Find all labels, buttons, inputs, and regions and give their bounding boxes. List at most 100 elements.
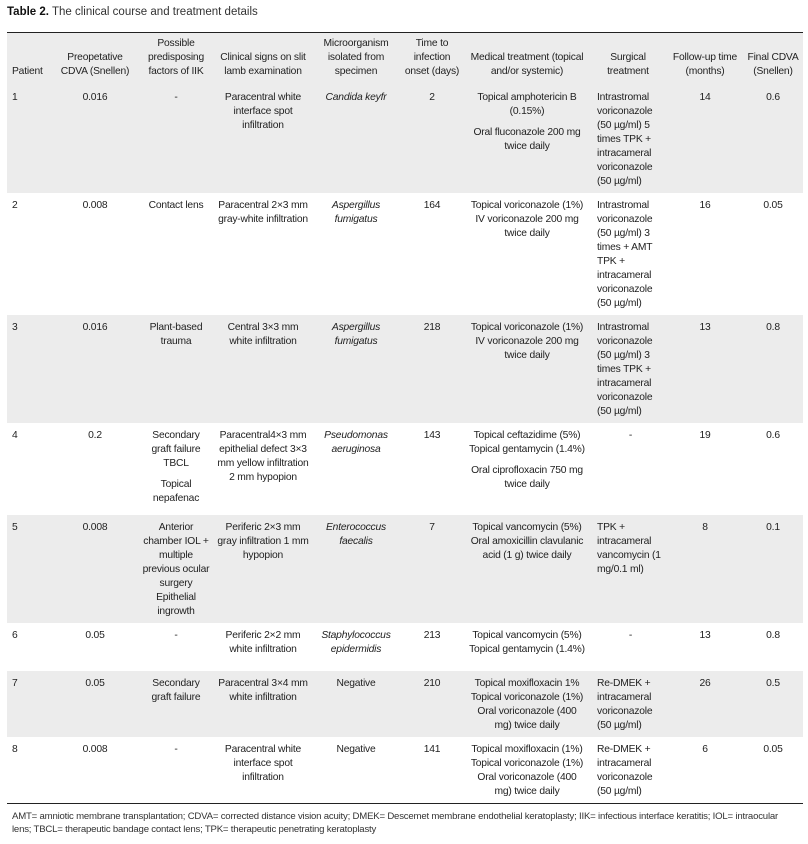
microorganism-cell: Negative (336, 678, 376, 689)
patient-cell: 1 (12, 92, 18, 103)
treatment-paragraph: Topical vancomycin (5%) Topical gentamyc… (469, 630, 585, 655)
table-label: Table 2. (7, 6, 49, 18)
preop-cdva-cell: 0.016 (82, 92, 108, 103)
column-header: Surgical treatment (607, 52, 649, 77)
clinical-signs-cell: Paracentral 3×4 mm white infiltration (218, 678, 308, 703)
clinical-signs-cell: Paracentral 2×3 mm gray-white infiltrati… (218, 200, 308, 225)
predisposing-factors-cell: - (139, 623, 213, 671)
final-cdva-cell: 0.1 (766, 522, 780, 533)
table-caption: Table 2. The clinical course and treatme… (7, 5, 803, 20)
patient-cell: 8 (12, 744, 18, 755)
microorganism-cell: Pseudomonas aeruginosa (324, 430, 388, 455)
factor-paragraph: - (174, 630, 178, 641)
clinical-signs-cell: Periferic 2×3 mm gray infiltration 1 mm … (217, 522, 309, 561)
final-cdva-cell: 0.05 (763, 200, 783, 211)
final-cdva-cell: 0.05 (763, 744, 783, 755)
column-header: Possible predisposing factors of IIK (148, 38, 204, 77)
clinical-course-table: Patient Preopetative CDVA (Snellen) Possib… (7, 32, 803, 804)
onset-days-cell: 218 (423, 322, 441, 333)
treatment-paragraph: Topical voriconazole (1%) IV voriconazol… (470, 200, 584, 239)
treatment-paragraph: Topical amphotericin B (0.15%) (477, 92, 577, 117)
final-cdva-cell: 0.6 (766, 92, 780, 103)
column-header: Clinical signs on slit lamb examination (220, 52, 306, 77)
surgical-treatment-cell: Re-DMEK + intracameral voriconazole (50 … (597, 678, 653, 731)
onset-days-cell: 2 (429, 92, 435, 103)
clinical-signs-cell: Central 3×3 mm white infiltration (227, 322, 299, 347)
patient-cell: 3 (12, 322, 18, 333)
factor-paragraph: Secondary graft failure TBCL (151, 430, 201, 469)
medical-treatment-cell: Topical voriconazole (1%) IV voriconazol… (465, 193, 589, 315)
column-header: Time to infection onset (days) (404, 38, 460, 77)
treatment-paragraph: Oral fluconazole 200 mg twice daily (473, 127, 581, 152)
microorganism-cell: Candida keyfr (325, 92, 387, 103)
followup-cell: 13 (699, 322, 711, 333)
clinical-signs-cell: Paracentral white interface spot infiltr… (224, 92, 302, 131)
followup-cell: 13 (699, 630, 711, 641)
medical-treatment-cell: Topical amphotericin B (0.15%) Oral fluco… (465, 85, 589, 193)
clinical-signs-cell: Paracentral white interface spot infiltr… (224, 744, 302, 783)
predisposing-factors-cell: Plant-based trauma (139, 315, 213, 423)
preop-cdva-cell: 0.05 (85, 678, 105, 689)
table-row: 4 0.2 Secondary graft failure TBCL Topical … (7, 423, 803, 515)
onset-days-cell: 164 (423, 200, 441, 211)
followup-cell: 16 (699, 200, 711, 211)
surgical-treatment-cell: - (628, 430, 633, 441)
column-header: Preopetative CDVA (Snellen) (60, 52, 130, 77)
medical-treatment-cell: Topical voriconazole (1%) IV voriconazol… (465, 315, 589, 423)
table-row: 5 0.008 Anterior chamber IOL + multiple pr… (7, 515, 803, 623)
table-row: 6 0.05 - Periferic 2×2 mm white infiltratio… (7, 623, 803, 671)
followup-cell: 8 (702, 522, 708, 533)
onset-days-cell: 143 (423, 430, 441, 441)
patient-cell: 7 (12, 678, 18, 689)
medical-treatment-cell: Topical vancomycin (5%) Oral amoxicillin… (465, 515, 589, 623)
onset-days-cell: 141 (423, 744, 441, 755)
treatment-paragraph: Topical moxifloxacin (1%) Topical vorico… (470, 744, 584, 797)
predisposing-factors-cell: - (139, 737, 213, 804)
onset-days-cell: 7 (429, 522, 435, 533)
preop-cdva-cell: 0.008 (82, 744, 108, 755)
medical-treatment-cell: Topical ceftazidime (5%) Topical gentamy… (465, 423, 589, 515)
predisposing-factors-cell: Secondary graft failure (139, 671, 213, 737)
followup-cell: 6 (702, 744, 708, 755)
preop-cdva-cell: 0.016 (82, 322, 108, 333)
table-footnote: AMT= amniotic membrane transplantation; … (12, 811, 779, 835)
followup-cell: 26 (699, 678, 711, 689)
microorganism-cell: Negative (336, 744, 376, 755)
patient-cell: 2 (12, 200, 18, 211)
column-header: Medical treatment (topical and/or system… (470, 52, 584, 77)
patient-cell: 4 (12, 430, 18, 441)
clinical-signs-cell: Periferic 2×2 mm white infiltration (225, 630, 301, 655)
medical-treatment-cell: Topical moxifloxacin (1%) Topical vorico… (465, 737, 589, 804)
surgical-treatment-cell: Intrastromal voriconazole (50 µg/ml) 5 t… (597, 92, 653, 187)
factor-paragraph: Anterior chamber IOL + multiple previous… (142, 522, 210, 617)
final-cdva-cell: 0.5 (766, 678, 780, 689)
factor-paragraph: - (174, 92, 178, 103)
microorganism-cell: Enterococcus faecalis (326, 522, 386, 547)
final-cdva-cell: 0.8 (766, 322, 780, 333)
column-header: Final CDVA (Snellen) (747, 52, 799, 77)
treatment-paragraph: Oral ciprofloxacin 750 mg twice daily (471, 465, 583, 490)
onset-days-cell: 213 (423, 630, 441, 641)
factor-paragraph: Plant-based trauma (149, 322, 203, 347)
factor-paragraph: - (174, 744, 178, 755)
followup-cell: 19 (699, 430, 711, 441)
onset-days-cell: 210 (423, 678, 441, 689)
table-row: 7 0.05 Secondary graft failure Paracentral … (7, 671, 803, 737)
table-row: 8 0.008 - Paracentral white interface spot … (7, 737, 803, 804)
factor-paragraph: Secondary graft failure (151, 678, 201, 703)
followup-cell: 14 (699, 92, 711, 103)
table-header-row: Patient Preopetative CDVA (Snellen) Possib… (7, 32, 803, 85)
table-row: 1 0.016 - Paracentral white interface spot … (7, 85, 803, 193)
surgical-treatment-cell: Re-DMEK + intracameral voriconazole (50 … (597, 744, 653, 797)
preop-cdva-cell: 0.008 (82, 200, 108, 211)
preop-cdva-cell: 0.008 (82, 522, 108, 533)
preop-cdva-cell: 0.05 (85, 630, 105, 641)
factor-paragraph: Contact lens (148, 200, 204, 211)
treatment-paragraph: Topical voriconazole (1%) IV voriconazol… (470, 322, 584, 361)
treatment-paragraph: Topical vancomycin (5%) Oral amoxicillin… (470, 522, 584, 561)
final-cdva-cell: 0.6 (766, 430, 780, 441)
surgical-treatment-cell: TPK + intracameral vancomycin (1 mg/0.1 … (597, 522, 661, 575)
microorganism-cell: Aspergillus fumigatus (331, 200, 381, 225)
table-title: The clinical course and treatment detail… (51, 6, 258, 18)
